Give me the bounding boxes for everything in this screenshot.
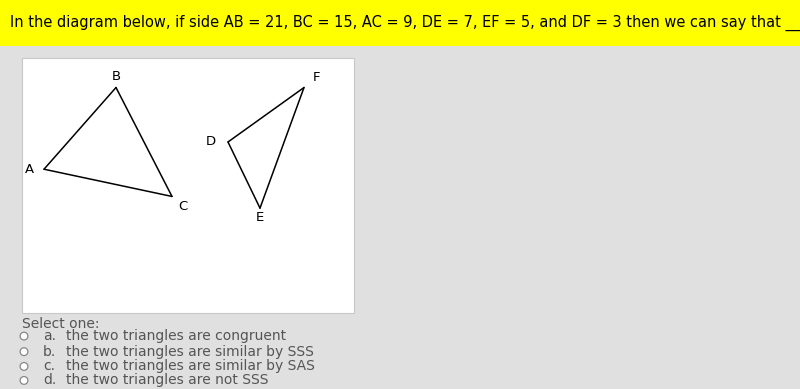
Text: E: E — [256, 211, 264, 224]
Text: d.: d. — [43, 373, 57, 387]
Text: B: B — [111, 70, 121, 83]
Text: D: D — [206, 135, 215, 149]
Text: c.: c. — [43, 359, 55, 373]
Text: C: C — [178, 200, 188, 213]
Text: F: F — [313, 71, 321, 84]
Text: the two triangles are similar by SAS: the two triangles are similar by SAS — [66, 359, 314, 373]
Ellipse shape — [20, 348, 28, 356]
Ellipse shape — [20, 377, 28, 384]
Bar — [0, 0, 800, 46]
Text: a.: a. — [43, 329, 56, 343]
Text: b.: b. — [43, 345, 57, 359]
Ellipse shape — [20, 332, 28, 340]
Text: In the diagram below, if side AB = 21, BC = 15, AC = 9, DE = 7, EF = 5, and DF =: In the diagram below, if side AB = 21, B… — [10, 15, 800, 31]
Text: A: A — [25, 163, 34, 176]
Ellipse shape — [20, 363, 28, 370]
Text: the two triangles are not SSS: the two triangles are not SSS — [66, 373, 268, 387]
Text: the two triangles are congruent: the two triangles are congruent — [66, 329, 286, 343]
Bar — [22, 58, 354, 313]
Text: the two triangles are similar by SSS: the two triangles are similar by SSS — [66, 345, 314, 359]
Text: Select one:: Select one: — [22, 317, 100, 331]
